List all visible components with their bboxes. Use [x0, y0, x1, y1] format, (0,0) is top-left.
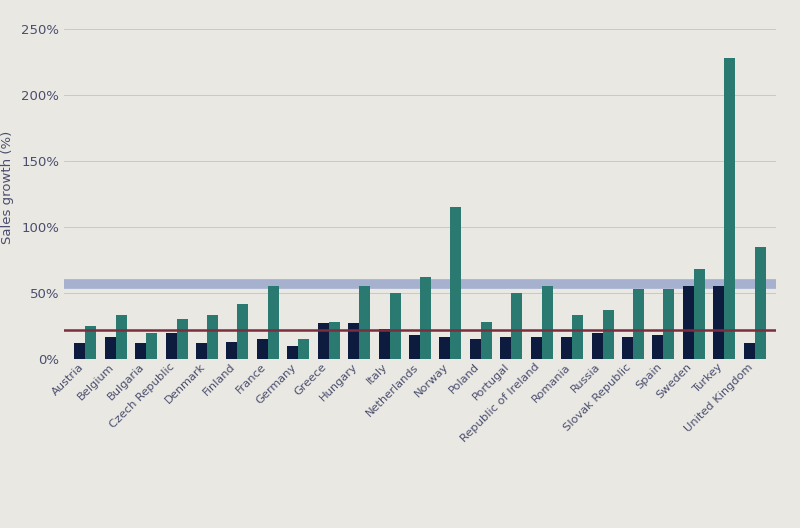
Bar — [663, 289, 674, 359]
Bar — [238, 304, 248, 359]
Bar — [86, 326, 96, 359]
Bar — [542, 286, 553, 359]
Bar — [602, 310, 614, 359]
Bar — [470, 339, 481, 359]
Bar — [622, 337, 633, 359]
Bar — [135, 343, 146, 359]
Bar — [329, 322, 340, 359]
Bar — [754, 247, 766, 359]
Bar — [450, 207, 462, 359]
Bar — [724, 58, 735, 359]
Bar — [177, 319, 187, 359]
Bar — [74, 343, 86, 359]
Bar — [511, 293, 522, 359]
Bar — [653, 335, 663, 359]
Bar — [694, 269, 705, 359]
Bar — [226, 342, 238, 359]
Bar — [268, 286, 279, 359]
Bar — [530, 337, 542, 359]
Bar — [318, 323, 329, 359]
Bar — [298, 339, 310, 359]
Bar — [348, 323, 359, 359]
Bar — [166, 333, 177, 359]
Y-axis label: Sales growth (%): Sales growth (%) — [1, 131, 14, 244]
Bar — [683, 286, 694, 359]
Bar — [572, 315, 583, 359]
Bar — [439, 337, 450, 359]
Bar — [105, 337, 116, 359]
Bar — [592, 333, 602, 359]
Bar — [744, 343, 754, 359]
Bar — [207, 315, 218, 359]
Bar — [146, 333, 157, 359]
Bar — [378, 328, 390, 359]
Bar — [196, 343, 207, 359]
Bar — [257, 339, 268, 359]
Bar — [714, 286, 724, 359]
Bar — [409, 335, 420, 359]
Bar — [116, 315, 126, 359]
Bar — [390, 293, 401, 359]
Bar — [633, 289, 644, 359]
Bar — [561, 337, 572, 359]
Bar — [500, 337, 511, 359]
Bar — [481, 322, 492, 359]
Bar — [359, 286, 370, 359]
Bar — [420, 277, 431, 359]
Bar — [287, 346, 298, 359]
